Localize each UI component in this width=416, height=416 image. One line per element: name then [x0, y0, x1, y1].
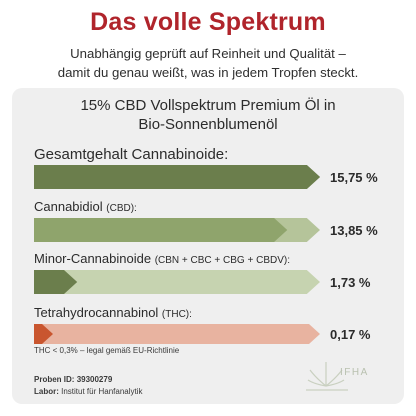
product-title-line-1: 15% CBD Vollspektrum Premium Öl in — [80, 97, 336, 114]
row-label-cbd: Cannabidiol (CBD): — [34, 199, 137, 214]
bar-cbd — [34, 218, 320, 242]
labor-value: Institut für Hanfanalytik — [61, 387, 143, 396]
value-thc: 0,17 % — [330, 327, 371, 342]
row-label-thc: Tetrahydrocannabinol (THC): — [34, 305, 192, 320]
analysis-card — [12, 88, 404, 404]
bar-minor — [34, 270, 320, 294]
bar-track — [34, 324, 320, 344]
value-cbd: 13,85 % — [330, 223, 378, 238]
labor-label: Labor: — [34, 387, 59, 396]
bar-thc — [34, 324, 320, 348]
subtitle-line-1: Unabhängig geprüft auf Reinheit und Qual… — [70, 46, 346, 61]
row-label-total: Gesamtgehalt Cannabinoide: — [34, 146, 229, 163]
page-title: Das volle Spektrum — [90, 8, 326, 36]
bar-fill — [34, 324, 53, 344]
value-minor: 1,73 % — [330, 275, 371, 290]
bar-minor-shape — [34, 270, 320, 294]
row-label-minor: Minor-Cannabinoide (CBN + CBC + CBG + CB… — [34, 251, 290, 266]
bar-fill — [34, 270, 78, 294]
bar-total-shape — [34, 165, 320, 189]
bar-fill — [34, 218, 288, 242]
thc-legal-note: THC < 0,3% – legal gemäß EU-Richtlinie — [34, 346, 180, 355]
bar-fill — [34, 165, 320, 189]
cannabis-leaf-icon — [306, 362, 348, 391]
value-total: 15,75 % — [330, 170, 378, 185]
lab-info: Proben ID: 39300279 Labor: Institut für … — [34, 374, 143, 398]
page-subtitle: Unabhängig geprüft auf Reinheit und Qual… — [0, 44, 416, 82]
subtitle-line-2: damit du genau weißt, was in jedem Tropf… — [57, 65, 359, 80]
bar-thc-shape — [34, 324, 320, 344]
product-title-line-2: Bio-Sonnenblumenöl — [138, 116, 278, 133]
proben-label: Proben ID: — [34, 375, 75, 384]
bar-total — [34, 165, 320, 189]
logo-text: IFHA — [340, 367, 369, 378]
bar-track — [34, 270, 320, 294]
product-title: 15% CBD Vollspektrum Premium Öl in Bio-S… — [0, 96, 416, 134]
bar-cbd-shape — [34, 218, 320, 242]
proben-value: 39300279 — [76, 375, 113, 384]
